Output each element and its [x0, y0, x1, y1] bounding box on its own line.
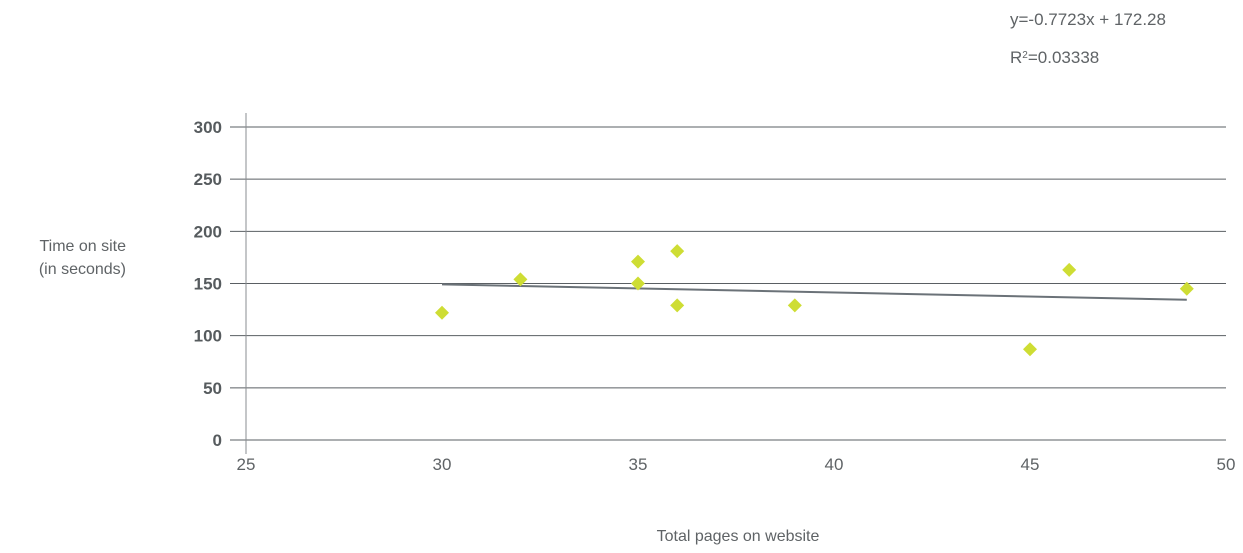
y-tick-label-150: 150 [194, 275, 222, 294]
x-tick-label-50: 50 [1217, 455, 1236, 474]
x-tick-label-45: 45 [1021, 455, 1040, 474]
y-tick-label-250: 250 [194, 170, 222, 189]
y-axis-title: Time on site (in seconds) [0, 235, 126, 281]
trendline [441, 283, 1187, 301]
data-point-7 [787, 298, 802, 313]
data-point-10 [1179, 281, 1194, 296]
data-point-1 [435, 305, 449, 320]
data-point-6 [670, 298, 685, 313]
trendline-equation-box: y=-0.7723x + 172.28 R2=0.03338 [1010, 8, 1240, 70]
y-tick-label-200: 200 [194, 222, 222, 241]
data-point-2 [513, 272, 528, 287]
r-squared-superscript: 2 [1022, 50, 1028, 61]
y-tick-label-300: 300 [194, 118, 222, 137]
r-squared-value: =0.03338 [1027, 48, 1100, 67]
y-axis-title-line-2: (in seconds) [38, 261, 126, 278]
x-tick-label-35: 35 [629, 455, 648, 474]
data-point-5 [670, 244, 685, 259]
y-tick-label-100: 100 [194, 327, 222, 346]
x-tick-label-40: 40 [825, 455, 844, 474]
x-tick-label-30: 30 [433, 455, 452, 474]
x-tick-label-25: 25 [237, 455, 256, 474]
r-squared-symbol: R [1010, 48, 1023, 67]
y-tick-label-0: 0 [213, 431, 222, 450]
r-squared-label: R2=0.03338 [1010, 46, 1240, 70]
x-axis-title: Total pages on website [656, 528, 820, 545]
y-tick-label-50: 50 [203, 379, 222, 398]
data-point-9 [1062, 262, 1077, 277]
data-point-3 [631, 254, 645, 269]
y-axis-title-line-1: Time on site [39, 238, 126, 255]
data-point-4 [631, 276, 645, 291]
trendline-equation: y=-0.7723x + 172.28 [1010, 10, 1166, 29]
data-point-8 [1023, 342, 1037, 357]
